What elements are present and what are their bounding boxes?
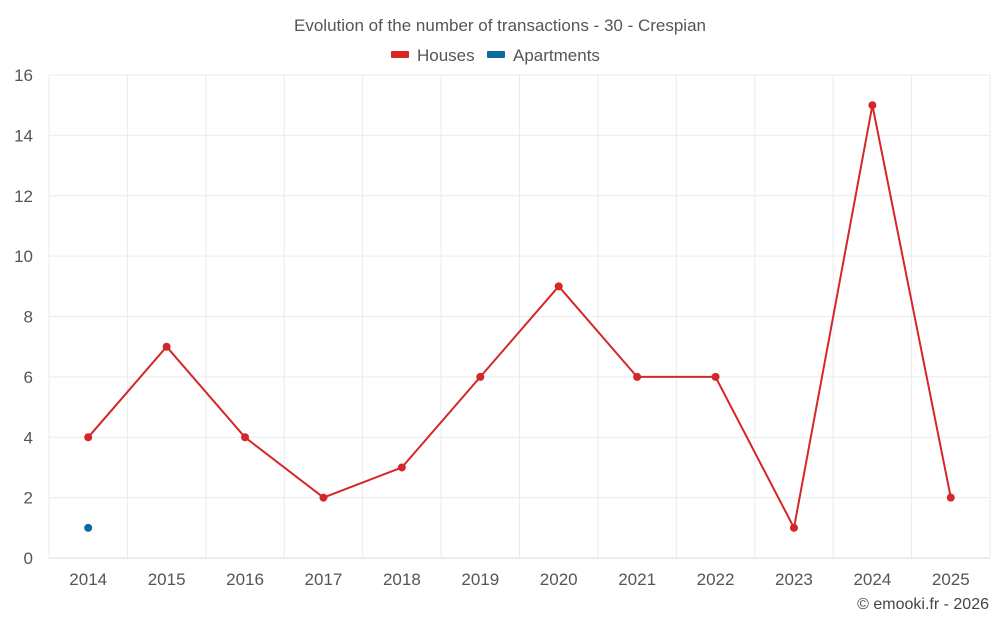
series-line-houses — [87, 104, 952, 529]
y-axis: 0 2 4 6 8 10 12 14 16 — [14, 66, 33, 568]
gridlines — [48, 74, 991, 559]
x-tick-label: 2024 — [853, 570, 891, 589]
y-tick-label: 16 — [14, 66, 33, 85]
chart-title: Evolution of the number of transactions … — [294, 16, 706, 35]
legend-label-apartments: Apartments — [513, 46, 600, 65]
data-point-houses-2023[interactable] — [789, 523, 798, 532]
x-tick-label: 2014 — [69, 570, 107, 589]
y-tick-label: 14 — [14, 126, 33, 145]
x-tick-label: 2021 — [618, 570, 656, 589]
data-point-apartments-2014[interactable] — [84, 523, 93, 532]
data-point-houses-2018[interactable] — [397, 463, 406, 472]
x-tick-label: 2017 — [305, 570, 343, 589]
data-point-houses-2021[interactable] — [633, 372, 642, 381]
y-tick-label: 6 — [24, 368, 33, 387]
y-tick-label: 2 — [24, 489, 33, 508]
legend-swatch-apartments — [487, 51, 505, 58]
legend-item-apartments[interactable]: Apartments — [487, 46, 600, 65]
x-tick-label: 2019 — [461, 570, 499, 589]
x-axis: 2014 2015 2016 2017 2018 2019 2020 2021 2022 2023… — [49, 557, 990, 589]
y-tick-label: 8 — [24, 308, 33, 327]
x-tick-label: 2022 — [697, 570, 735, 589]
y-tick-label: 0 — [24, 549, 33, 568]
data-point-houses-2020[interactable] — [554, 282, 563, 291]
x-tick-label: 2018 — [383, 570, 421, 589]
data-point-houses-2024[interactable] — [868, 101, 877, 110]
x-tick-label: 2020 — [540, 570, 578, 589]
data-point-houses-2016[interactable] — [241, 433, 250, 442]
x-tick-label: 2023 — [775, 570, 813, 589]
y-tick-label: 4 — [24, 428, 33, 447]
credit-text: © emooki.fr - 2026 — [857, 596, 989, 613]
data-point-houses-2017[interactable] — [319, 493, 328, 502]
y-tick-label: 12 — [14, 187, 33, 206]
data-point-houses-2015[interactable] — [162, 342, 171, 351]
x-tick-label: 2015 — [148, 570, 186, 589]
legend: Houses Apartments — [391, 46, 600, 65]
data-point-houses-2014[interactable] — [84, 433, 93, 442]
legend-swatch-houses — [391, 51, 409, 58]
y-tick-label: 10 — [14, 247, 33, 266]
data-point-houses-2022[interactable] — [711, 372, 720, 381]
legend-label-houses: Houses — [417, 46, 475, 65]
data-point-houses-2019[interactable] — [476, 372, 485, 381]
legend-item-houses[interactable]: Houses — [391, 46, 475, 65]
x-tick-label: 2016 — [226, 570, 264, 589]
series — [84, 101, 955, 532]
x-tick-label: 2025 — [932, 570, 970, 589]
data-point-houses-2025[interactable] — [946, 493, 955, 502]
